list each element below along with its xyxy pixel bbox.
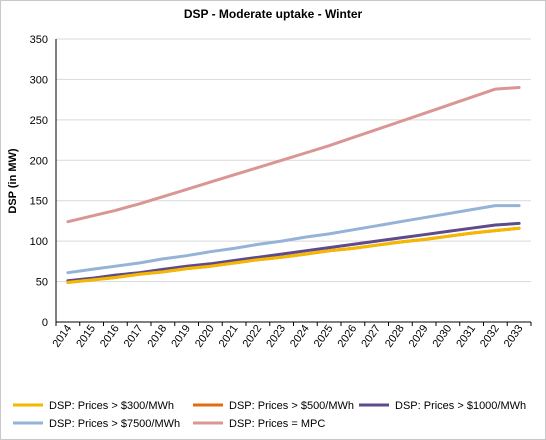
x-tick-label: 2021 [217, 323, 241, 350]
gridlines [56, 38, 531, 283]
y-tick-label: 350 [30, 34, 48, 46]
x-tick-label: 2025 [312, 323, 336, 350]
x-tick-label: 2019 [169, 323, 193, 350]
y-tick-label: 100 [30, 236, 48, 248]
series-line-1 [66, 226, 521, 284]
legend-label-1: DSP: Prices > $300/MWh [49, 400, 174, 412]
x-tick-label: 2014 [50, 323, 74, 350]
x-tick-label: 2016 [98, 323, 122, 350]
x-tick-label: 2031 [454, 323, 478, 350]
x-tick-label: 2027 [359, 323, 383, 350]
x-tick-label: 2028 [383, 323, 407, 350]
series-lines [66, 86, 521, 284]
y-tick-label: 150 [30, 196, 48, 208]
y-tick-label: 0 [42, 317, 48, 329]
x-tick-label: 2020 [193, 323, 217, 350]
series-line-5 [66, 86, 521, 224]
x-tick-label: 2030 [430, 323, 454, 350]
x-tick-label: 2023 [264, 323, 288, 350]
chart-title: DSP - Moderate uptake - Winter [184, 7, 363, 21]
series-line-3 [66, 221, 521, 283]
legend-label-3: DSP: Prices > $1000/MWh [395, 400, 526, 412]
y-tick-label: 200 [30, 155, 48, 167]
y-tick-label: 50 [36, 277, 48, 289]
x-tick-label: 2029 [407, 323, 431, 350]
x-tick-label: 2022 [240, 323, 264, 350]
x-tick-label: 2024 [288, 323, 312, 350]
legend-label-2: DSP: Prices > $500/MWh [229, 400, 354, 412]
x-tick-label: 2026 [335, 323, 359, 350]
x-tick-label: 2017 [122, 323, 146, 350]
series-line-4 [66, 204, 521, 275]
x-tick-label: 2018 [145, 323, 169, 350]
x-tick-label: 2032 [478, 323, 502, 350]
x-tick-label: 2033 [502, 323, 526, 350]
legend: DSP: Prices > $300/MWh DSP: Prices > $500… [13, 400, 526, 430]
y-axis-label: DSP (in MW) [7, 148, 19, 214]
y-tick-label: 300 [30, 74, 48, 86]
legend-label-5: DSP: Prices = MPC [229, 418, 325, 430]
x-tick-label: 2015 [74, 323, 98, 350]
y-tick-label: 250 [30, 115, 48, 127]
legend-label-4: DSP: Prices > $7500/MWh [49, 418, 180, 430]
